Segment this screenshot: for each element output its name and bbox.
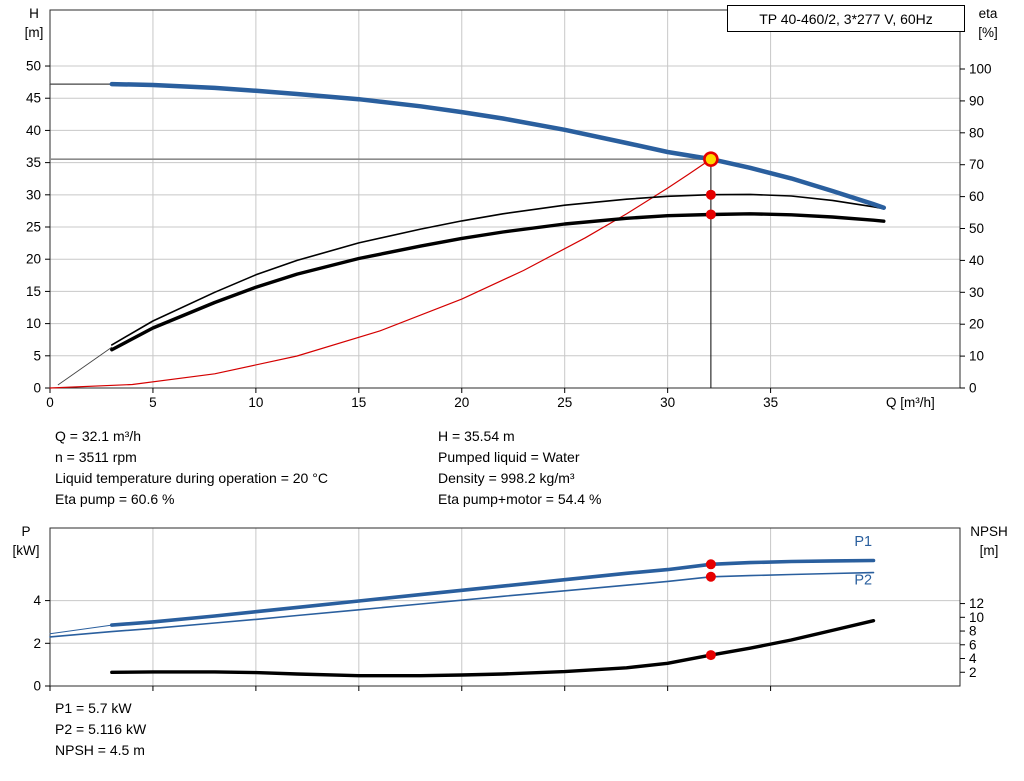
x-tick-label: 15 <box>351 395 366 410</box>
system-curve <box>49 158 712 389</box>
left-axis-tick-label: 0 <box>33 679 41 694</box>
power-axis-unit: [kW] <box>12 543 40 558</box>
right-axis-tick-label: 10 <box>969 349 984 364</box>
right-axis-tick-label: 60 <box>969 189 984 204</box>
plot-border <box>49 9 961 389</box>
x-tick-label: 30 <box>660 395 675 410</box>
right-axis-tick-label: 6 <box>969 637 977 652</box>
p1-marker <box>705 559 716 570</box>
left-axis-tick-label: 40 <box>26 123 41 138</box>
duty-point-marker <box>703 151 719 167</box>
x-tick-label: 5 <box>149 395 157 410</box>
right-axis-tick-label: 40 <box>969 253 984 268</box>
head-axis-unit: [m] <box>24 25 44 40</box>
power-info: P1 = 5.7 kW P2 = 5.116 kW NPSH = 4.5 m <box>55 698 146 761</box>
head-axis-label: H [m] <box>14 4 54 42</box>
left-axis-tick-label: 20 <box>26 252 41 267</box>
head-axis-symbol: H <box>29 6 39 21</box>
x-tick-label: 25 <box>557 395 572 410</box>
npsh-axis-symbol: NPSH <box>970 524 1008 539</box>
right-axis-tick-label: 100 <box>969 62 992 77</box>
p1-curve-lead <box>49 624 113 635</box>
left-axis-tick-label: 50 <box>26 59 41 74</box>
p1-curve <box>110 558 876 627</box>
left-axis-tick-label: 0 <box>33 381 41 396</box>
left-axis-tick-label: 4 <box>33 593 41 608</box>
eta-axis-symbol: eta <box>978 6 998 21</box>
right-axis-tick-label: 4 <box>969 651 977 666</box>
flow-value-text: Q = 32.1 m³/h <box>55 428 141 444</box>
eta-pump-motor-text: Eta pump+motor = 54.4 % <box>438 491 602 507</box>
left-axis-tick-label: 25 <box>26 220 41 235</box>
npsh-axis-unit: [m] <box>979 543 999 558</box>
npsh-axis-label: NPSH [m] <box>960 522 1018 560</box>
eta-axis-label: eta [%] <box>963 4 1013 42</box>
right-axis-tick-label: 90 <box>969 93 984 108</box>
power-axis-label: P [kW] <box>4 522 48 560</box>
right-axis-tick-label: 70 <box>969 157 984 172</box>
right-axis-tick-label: 50 <box>969 221 984 236</box>
x-tick-label: 35 <box>763 395 778 410</box>
left-axis-tick-label: 45 <box>26 91 41 106</box>
left-axis-tick-label: 10 <box>26 316 41 331</box>
h-curve <box>109 81 887 210</box>
eta-pump-text: Eta pump = 60.6 % <box>55 491 175 507</box>
head-value-text: H = 35.54 m <box>438 428 515 444</box>
eta-pump-motor-marker <box>705 209 716 220</box>
density-text: Density = 998.2 kg/m³ <box>438 470 575 486</box>
head-efficiency-chart: 0 5 10 15 20 25 30 35 0 5 10 15 20 25 30 35 40 45 50 0 10 20 3… <box>26 9 992 410</box>
right-axis-tick-label: 80 <box>969 125 984 140</box>
eta-pump-motor-curve <box>110 212 886 352</box>
x-tick-label: 20 <box>454 395 469 410</box>
left-axis-tick-label: 30 <box>26 187 41 202</box>
p2-curve-label: P2 <box>854 573 872 589</box>
npsh-value-text: NPSH = 4.5 m <box>55 742 145 758</box>
power-axis-symbol: P <box>21 524 31 539</box>
p2-marker <box>705 571 716 582</box>
left-axis-tick-label: 15 <box>26 284 41 299</box>
p1-value-text: P1 = 5.7 kW <box>55 700 132 716</box>
right-axis-tick-label: 30 <box>969 285 984 300</box>
npsh-marker <box>705 650 716 661</box>
x-tick-label: 0 <box>46 395 54 410</box>
right-axis-tick-label: 0 <box>969 381 977 396</box>
right-axis-tick-label: 20 <box>969 317 984 332</box>
pump-model-title: TP 40-460/2, 3*277 V, 60Hz <box>727 5 965 32</box>
duty-info-right: H = 35.54 m Pumped liquid = Water Densit… <box>438 426 601 510</box>
left-axis-tick-label: 2 <box>33 636 41 651</box>
x-tick-label: 10 <box>248 395 263 410</box>
right-axis-tick-label: 8 <box>969 624 977 639</box>
eta-axis-unit: [%] <box>978 25 998 40</box>
duty-info-left: Q = 32.1 m³/h n = 3511 rpm Liquid temper… <box>55 426 328 510</box>
eta-pump-marker <box>705 189 716 200</box>
p1-curve-label: P1 <box>854 534 872 550</box>
speed-value-text: n = 3511 rpm <box>55 449 137 465</box>
liquid-temperature-text: Liquid temperature during operation = 20… <box>55 470 328 486</box>
eta-pump-curve <box>111 193 885 346</box>
npsh-curve <box>110 619 876 678</box>
right-axis-tick-label: 12 <box>969 596 984 611</box>
left-axis-tick-label: 35 <box>26 155 41 170</box>
p2-value-text: P2 = 5.116 kW <box>55 721 147 737</box>
left-axis-tick-label: 5 <box>33 348 41 363</box>
plot-border <box>49 527 961 687</box>
right-axis-tick-label: 10 <box>969 610 984 625</box>
eta-curves-lead <box>57 346 113 386</box>
pumped-liquid-text: Pumped liquid = Water <box>438 449 580 465</box>
flow-axis-label: Q [m³/h] <box>886 395 935 410</box>
right-axis-tick-label: 2 <box>969 665 977 680</box>
p2-curve <box>49 571 875 638</box>
